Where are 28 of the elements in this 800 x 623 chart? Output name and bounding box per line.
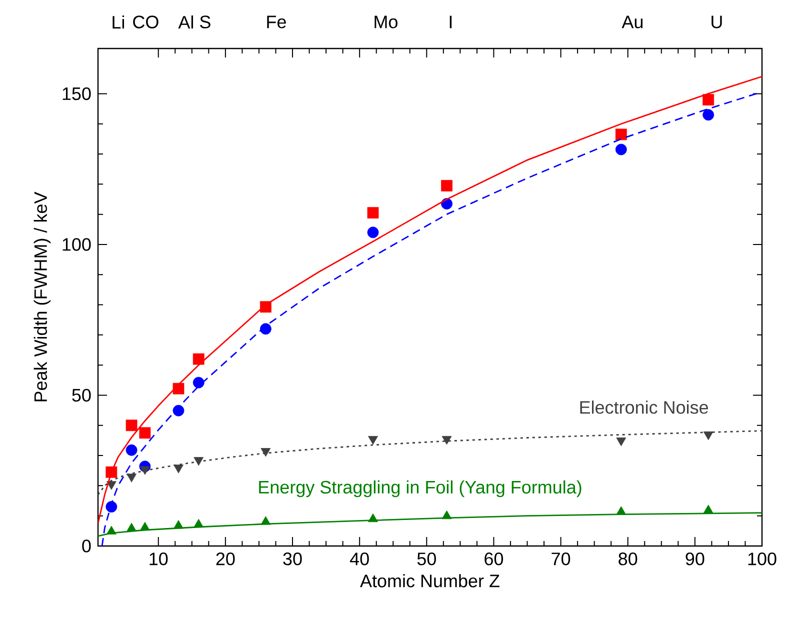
text: O xyxy=(146,16,158,28)
x-tick-label: 50 xyxy=(417,552,436,566)
x-tick-label: 10 xyxy=(150,552,168,566)
text: Al xyxy=(178,15,194,29)
text: C xyxy=(133,16,145,28)
text: I xyxy=(450,16,452,28)
x-tick-label: 40 xyxy=(350,552,369,566)
text: Mo xyxy=(374,16,398,28)
x-tick-label: 90 xyxy=(686,552,704,566)
text: Au xyxy=(622,16,643,28)
text: U xyxy=(712,16,722,28)
x-tick-label: 70 xyxy=(552,552,570,566)
x-tick-label: 60 xyxy=(484,552,504,566)
text: Fe xyxy=(267,16,286,28)
text: S xyxy=(200,16,210,28)
series-label: Energy Straggling in Foil (Yang Formula) xyxy=(259,480,582,498)
y-tick-label: 150 xyxy=(62,87,91,100)
series-label: Electronic Noise xyxy=(580,400,708,414)
y-tick-label: 50 xyxy=(72,388,91,402)
x-axis-title: Atomic Number Z xyxy=(360,574,500,588)
y-axis-title: Peak Width (FWHM) / keV xyxy=(34,192,51,402)
x-tick-label: 20 xyxy=(216,552,235,566)
y-tick-label: 0 xyxy=(82,540,91,552)
text: Li xyxy=(112,15,124,29)
x-tick-label: 80 xyxy=(618,552,638,566)
y-tick-label: 100 xyxy=(62,238,91,251)
x-tick-label: 30 xyxy=(283,552,302,566)
x-tick-label: 100 xyxy=(748,552,776,566)
